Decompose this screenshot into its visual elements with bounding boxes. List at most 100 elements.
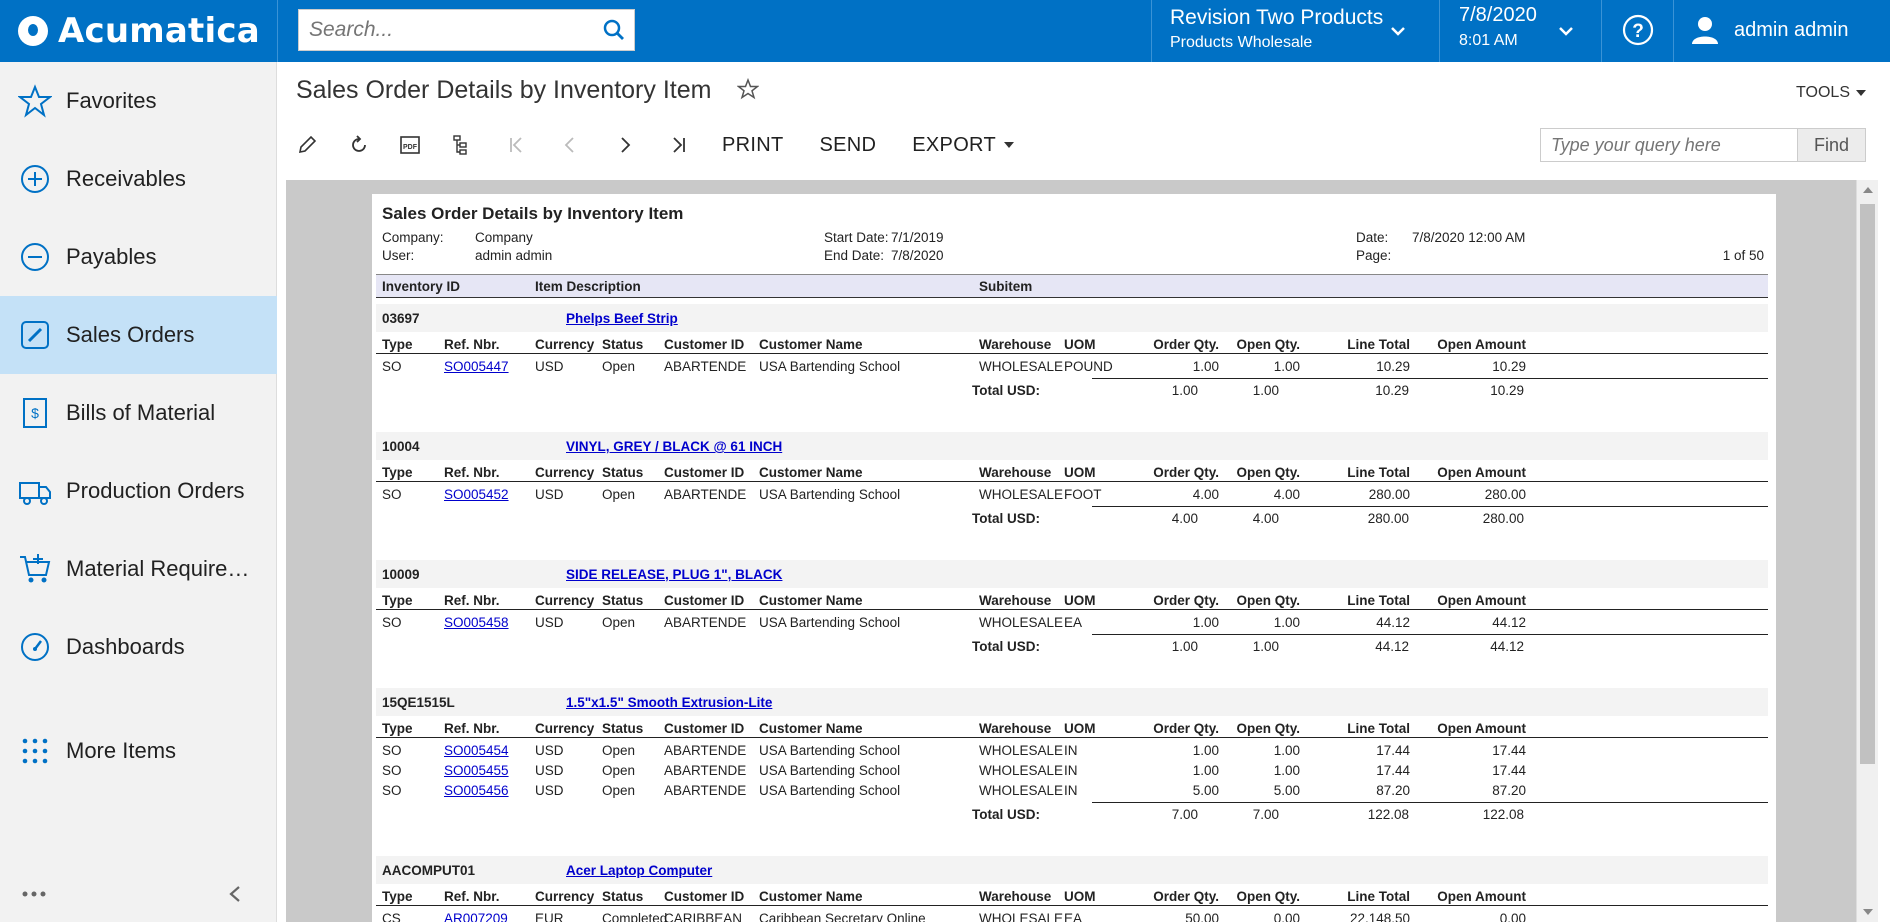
- sidebar-item-favorites[interactable]: Favorites: [0, 62, 277, 140]
- find-button[interactable]: Find: [1797, 129, 1865, 161]
- scroll-down-icon[interactable]: [1862, 908, 1874, 916]
- total-label: Total USD:: [972, 383, 1040, 398]
- query-input[interactable]: [1541, 129, 1797, 161]
- export-button[interactable]: EXPORT: [894, 124, 1032, 166]
- previous-page-button[interactable]: [542, 124, 598, 166]
- inventory-id: 10004: [382, 439, 420, 454]
- warehouse-header: Warehouse: [979, 593, 1052, 608]
- vertical-scrollbar[interactable]: [1856, 180, 1878, 922]
- customer-id-header: Customer ID: [664, 337, 745, 352]
- sidebar-item-sales-orders[interactable]: Sales Orders: [0, 296, 277, 374]
- sidebar-item-receivables[interactable]: Receivables: [0, 140, 277, 218]
- sidebar-item-more-items[interactable]: More Items: [0, 712, 277, 790]
- search-input[interactable]: [299, 10, 594, 50]
- first-page-button[interactable]: [492, 124, 542, 166]
- status-cell: Open: [602, 359, 636, 374]
- ref-nbr-link[interactable]: SO005456: [444, 783, 509, 798]
- chevron-down-icon[interactable]: [1558, 23, 1574, 39]
- chevron-down-icon[interactable]: [1390, 23, 1406, 39]
- total-label: Total USD:: [972, 807, 1040, 822]
- status-header: Status: [602, 593, 644, 608]
- sidebar-item-production-orders[interactable]: Production Orders: [0, 452, 277, 530]
- uom-cell: POUND: [1064, 359, 1113, 374]
- branch-selector[interactable]: Revision Two Products Products Wholesale: [1170, 6, 1430, 56]
- type-cell: SO: [382, 743, 402, 758]
- report-toolbar: PDF PRINT SEND EXPORT: [296, 124, 1032, 166]
- ref-header: Ref. Nbr.: [444, 593, 500, 608]
- sidebar-item-bills-of-material[interactable]: $ Bills of Material: [0, 374, 277, 452]
- uom-cell: IN: [1064, 783, 1078, 798]
- currency-cell: EUR: [535, 911, 564, 922]
- more-options-icon[interactable]: [22, 890, 46, 898]
- groups-button[interactable]: [430, 124, 492, 166]
- customer-name-cell: USA Bartending School: [759, 487, 901, 502]
- inventory-id: 10009: [382, 567, 420, 582]
- item-description-link[interactable]: Acer Laptop Computer: [566, 863, 713, 878]
- search-box[interactable]: [298, 9, 635, 51]
- total-value: 1.00: [1171, 383, 1198, 398]
- sidebar-item-material-requirements[interactable]: Material Requirem…: [0, 530, 277, 608]
- search-icon[interactable]: [594, 10, 634, 50]
- table-row: SO SO005458 USD Open ABARTENDE USA Bartending…: [376, 612, 1768, 632]
- sidebar-item-payables[interactable]: Payables: [0, 218, 277, 296]
- collapse-sidebar-icon[interactable]: [228, 885, 242, 903]
- item-description-link[interactable]: Phelps Beef Strip: [566, 311, 678, 326]
- user-label: User:: [382, 248, 415, 263]
- type-cell: SO: [382, 763, 402, 778]
- ref-nbr-link[interactable]: SO005452: [444, 487, 509, 502]
- ref-nbr-link[interactable]: SO005455: [444, 763, 509, 778]
- currency-cell: USD: [535, 487, 564, 502]
- table-row: SO SO005455 USD Open ABARTENDE USA Bartending…: [376, 760, 1768, 780]
- scroll-up-icon[interactable]: [1862, 186, 1874, 194]
- currency-cell: USD: [535, 783, 564, 798]
- customer-id-header: Customer ID: [664, 593, 745, 608]
- order-qty-header: Order Qty.: [1153, 889, 1219, 904]
- gauge-icon: [21, 633, 49, 661]
- edit-button[interactable]: [296, 124, 328, 166]
- print-button[interactable]: PRINT: [722, 133, 784, 156]
- last-page-button[interactable]: [652, 124, 704, 166]
- refresh-button[interactable]: [328, 124, 390, 166]
- uom-header: UOM: [1064, 465, 1096, 480]
- favorite-star-icon[interactable]: [737, 78, 759, 100]
- status-header: Status: [602, 721, 644, 736]
- tools-menu[interactable]: TOOLS: [1796, 84, 1866, 102]
- currency-header: Currency: [535, 465, 595, 480]
- acumatica-logo[interactable]: Acumatica: [18, 9, 260, 53]
- scrollbar-thumb[interactable]: [1860, 204, 1875, 764]
- inventory-group-header: 15QE1515L 1.5"x1.5" Smooth Extrusion-Lite: [376, 688, 1768, 716]
- business-date-selector[interactable]: 7/8/2020 8:01 AM: [1459, 4, 1589, 58]
- currency-cell: USD: [535, 359, 564, 374]
- sidebar-footer: [0, 872, 277, 922]
- item-description-link[interactable]: 1.5"x1.5" Smooth Extrusion-Lite: [566, 695, 773, 710]
- ref-nbr-link[interactable]: SO005447: [444, 359, 509, 374]
- ref-nbr-link[interactable]: SO005458: [444, 615, 509, 630]
- total-value: 7.00: [1171, 807, 1198, 822]
- send-button[interactable]: SEND: [819, 133, 877, 156]
- pdf-button[interactable]: PDF: [390, 124, 430, 166]
- uom-header: UOM: [1064, 337, 1096, 352]
- sidebar-item-dashboards[interactable]: Dashboards: [0, 608, 277, 686]
- total-value: 280.00: [1367, 511, 1409, 526]
- status-header: Status: [602, 465, 644, 480]
- report-search[interactable]: Find: [1540, 128, 1866, 162]
- ref-nbr-link[interactable]: AR007209: [444, 911, 508, 922]
- item-description-link[interactable]: VINYL, GREY / BLACK @ 61 INCH: [566, 439, 783, 454]
- customer-id-cell: ABARTENDE: [664, 615, 747, 630]
- sidebar: Favorites Receivables Payables Sales Ord…: [0, 62, 277, 922]
- user-menu[interactable]: admin admin: [1690, 12, 1849, 48]
- user-value: admin admin: [475, 248, 553, 263]
- ref-nbr-link[interactable]: SO005454: [444, 743, 509, 758]
- line-total-header: Line Total: [1347, 721, 1410, 736]
- report-viewer[interactable]: Sales Order Details by Inventory Item Co…: [286, 180, 1878, 922]
- page-label: Page:: [1356, 248, 1392, 263]
- table-row: SO SO005454 USD Open ABARTENDE USA Bartending…: [376, 740, 1768, 760]
- warehouse-header: Warehouse: [979, 889, 1052, 904]
- next-page-button[interactable]: [598, 124, 652, 166]
- branch-name: Products Wholesale: [1170, 34, 1313, 51]
- item-description-link[interactable]: SIDE RELEASE, PLUG 1", BLACK: [566, 567, 783, 582]
- help-icon[interactable]: ?: [1620, 12, 1656, 48]
- ref-header: Ref. Nbr.: [444, 465, 500, 480]
- user-icon: [1692, 17, 1718, 44]
- total-value: 7.00: [1252, 807, 1279, 822]
